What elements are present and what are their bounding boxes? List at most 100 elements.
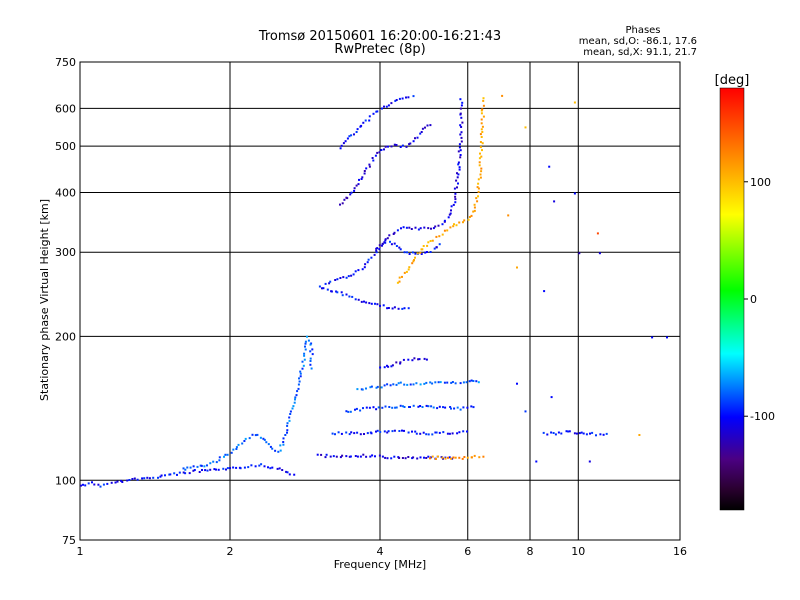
data-point — [373, 253, 376, 256]
data-point — [358, 178, 360, 181]
data-point — [311, 348, 314, 351]
data-point — [359, 433, 362, 436]
data-point — [232, 448, 235, 451]
data-point — [357, 183, 360, 186]
data-point — [413, 357, 416, 360]
data-point — [340, 432, 343, 435]
data-point — [299, 370, 302, 373]
data-point — [218, 456, 221, 459]
data-point — [412, 95, 415, 98]
data-point — [411, 251, 414, 254]
data-point — [459, 154, 462, 156]
data-point — [393, 143, 396, 146]
data-point — [363, 433, 365, 435]
data-point — [426, 251, 428, 253]
data-point — [465, 381, 468, 384]
data-points — [80, 94, 668, 488]
data-point — [293, 473, 296, 476]
data-point — [429, 251, 432, 253]
data-point — [409, 142, 412, 145]
data-point — [414, 430, 417, 433]
data-point — [446, 432, 449, 435]
data-point — [482, 99, 485, 102]
data-point — [341, 294, 344, 297]
data-point — [481, 125, 484, 128]
data-point — [453, 187, 456, 190]
x-tick-label: 10 — [571, 545, 585, 558]
data-point — [357, 298, 360, 301]
grid-lines — [80, 62, 680, 540]
data-point — [330, 290, 333, 293]
data-point — [213, 468, 216, 471]
data-point — [478, 456, 481, 459]
data-point — [352, 273, 355, 276]
data-point — [339, 277, 342, 279]
data-point — [398, 430, 401, 432]
data-point — [324, 456, 327, 459]
data-point — [453, 407, 456, 410]
data-point — [258, 464, 261, 467]
data-point — [267, 466, 269, 469]
data-point — [452, 203, 455, 206]
data-point — [367, 258, 370, 261]
data-point — [356, 431, 359, 434]
data-point — [209, 462, 212, 465]
colorbar-label: [deg] — [715, 73, 750, 88]
data-point — [478, 164, 481, 167]
data-point — [453, 223, 455, 226]
data-point — [343, 198, 346, 201]
data-point — [411, 430, 413, 433]
data-point — [384, 145, 387, 148]
data-point — [192, 469, 195, 472]
data-point — [454, 382, 457, 385]
data-point — [309, 363, 312, 366]
data-point — [292, 405, 295, 408]
y-tick-label: 75 — [62, 534, 76, 547]
data-point — [370, 432, 373, 435]
data-point — [215, 468, 217, 471]
data-point — [416, 136, 419, 139]
data-point — [478, 161, 481, 164]
data-point — [274, 449, 277, 452]
data-point — [348, 295, 351, 298]
data-point — [458, 221, 461, 224]
data-point — [178, 471, 181, 474]
data-point — [286, 424, 289, 427]
data-point — [463, 456, 466, 458]
data-point — [288, 416, 291, 419]
data-point — [395, 245, 398, 247]
data-point — [459, 408, 462, 411]
data-point — [482, 97, 485, 100]
data-point — [443, 381, 446, 384]
data-point — [271, 466, 274, 469]
data-point — [507, 214, 510, 217]
data-point — [364, 263, 367, 266]
data-point — [446, 381, 449, 384]
data-point — [206, 469, 209, 472]
data-point — [188, 472, 191, 475]
data-point — [407, 456, 410, 458]
data-point — [480, 109, 483, 112]
data-point — [84, 484, 87, 487]
data-point — [408, 266, 411, 269]
data-point — [295, 394, 298, 397]
data-point — [346, 197, 349, 200]
data-point — [349, 455, 352, 458]
colorbar-tick-label: 0 — [750, 293, 757, 306]
data-point — [417, 358, 420, 361]
data-point — [299, 372, 302, 375]
data-point — [384, 239, 387, 242]
data-point — [173, 472, 176, 475]
data-point — [388, 406, 391, 408]
data-point — [422, 431, 425, 434]
data-point — [386, 237, 389, 240]
data-point — [381, 244, 383, 247]
data-point — [289, 413, 292, 415]
data-point — [666, 336, 668, 339]
data-point — [399, 146, 402, 148]
data-point — [459, 156, 462, 159]
data-point — [501, 94, 504, 97]
data-point — [354, 298, 357, 301]
data-point — [427, 455, 430, 458]
